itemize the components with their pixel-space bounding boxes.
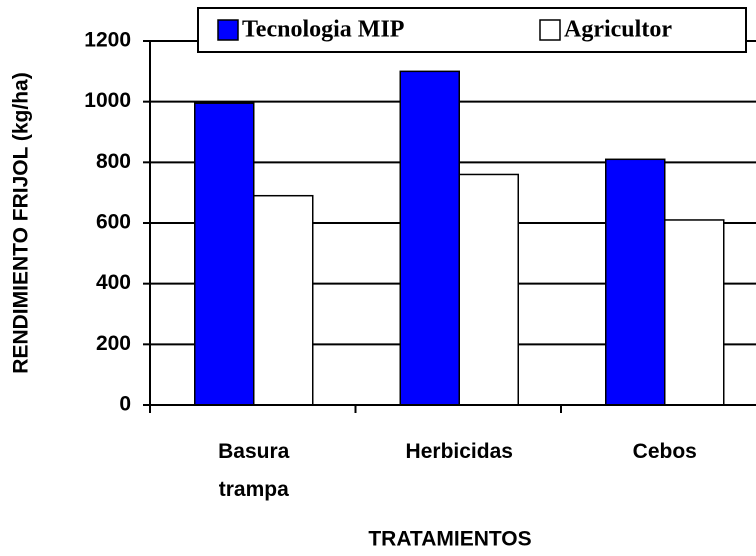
- legend-swatch: [217, 19, 239, 41]
- x-axis-label: TRATAMIENTOS: [368, 528, 531, 551]
- y-axis-label: RENDIMIENTO FRIJOL (kg/ha): [10, 72, 33, 373]
- legend-swatch: [539, 19, 561, 41]
- y-tick-label: 800: [96, 150, 131, 173]
- y-tick-label: 200: [96, 332, 131, 355]
- x-tick-label: Cebos: [633, 440, 697, 463]
- legend-label: Agricultor: [564, 17, 672, 43]
- y-tick-label: 0: [119, 393, 131, 416]
- bar: [194, 102, 255, 406]
- legend-label: Tecnologia MIP: [242, 17, 404, 43]
- bar: [458, 173, 519, 406]
- y-tick-label: 400: [96, 271, 131, 294]
- bar: [399, 70, 460, 406]
- x-tick-label: Herbicidas: [406, 440, 513, 463]
- x-tick-label: Basura trampa: [218, 440, 290, 501]
- y-tick-label: 600: [96, 211, 131, 234]
- legend-box: [197, 7, 747, 53]
- bar: [605, 158, 666, 406]
- bar: [664, 219, 725, 406]
- y-tick-label: 1000: [84, 89, 131, 112]
- bar: [253, 194, 314, 406]
- y-tick-label: 1200: [84, 29, 131, 52]
